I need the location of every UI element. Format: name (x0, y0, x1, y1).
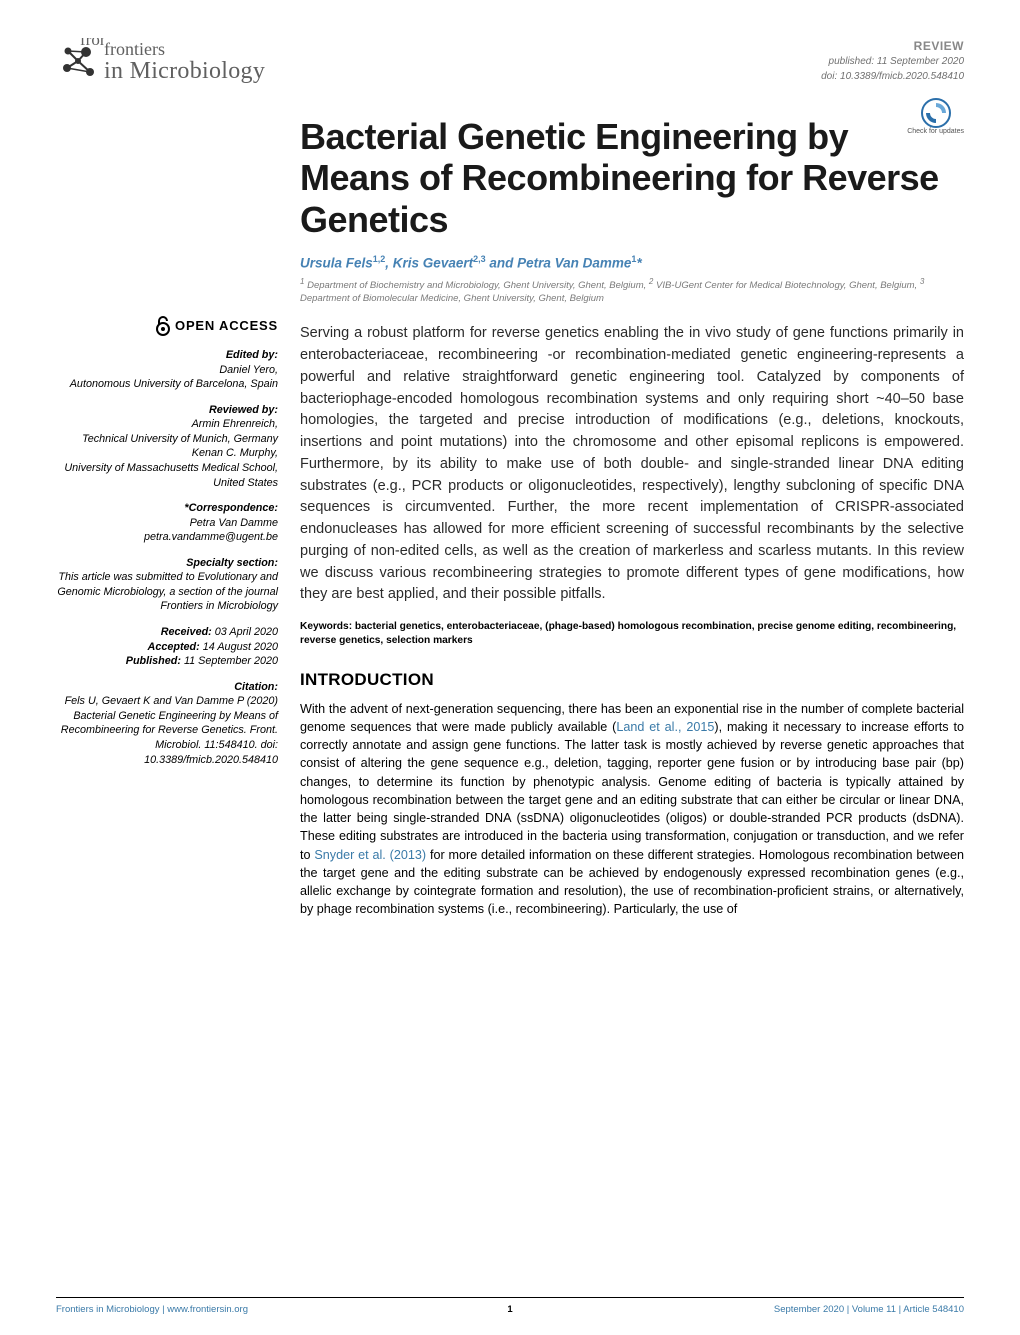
check-updates-label: Check for updates (907, 128, 964, 135)
journal-logo: frontiers frontiers in Microbiology (56, 38, 265, 86)
journal-name: in Microbiology (104, 58, 265, 85)
open-access-icon (156, 316, 170, 336)
citation-label: Citation: (56, 680, 278, 695)
reviewer1-aff: Technical University of Munich, Germany (56, 432, 278, 447)
reviewer2-aff: University of Massachusetts Medical Scho… (56, 461, 278, 490)
reviewer1-name: Armin Ehrenreich, (56, 417, 278, 432)
received-label: Received: (161, 626, 212, 638)
edited-by-name: Daniel Yero, (56, 363, 278, 378)
frontiers-logo-icon: frontiers (56, 38, 104, 86)
open-access-badge: OPEN ACCESS (56, 316, 278, 336)
open-access-label: OPEN ACCESS (175, 317, 278, 335)
footer-page-number: 1 (507, 1304, 512, 1315)
correspondence-block: *Correspondence: Petra Van Damme petra.v… (56, 501, 278, 545)
sidebar: OPEN ACCESS Edited by: Daniel Yero, Auto… (56, 116, 278, 919)
body-text: With the advent of next-generation seque… (300, 700, 964, 919)
publication-info: REVIEW published: 11 September 2020 doi:… (821, 38, 964, 84)
accepted-value: 14 August 2020 (203, 641, 278, 653)
specialty-block: Specialty section: This article was subm… (56, 556, 278, 614)
footer-right: September 2020 | Volume 11 | Article 548… (774, 1304, 964, 1315)
footer: Frontiers in Microbiology | www.frontier… (56, 1297, 964, 1315)
abstract: Serving a robust platform for reverse ge… (300, 323, 964, 606)
specialty-text: This article was submitted to Evolutiona… (56, 570, 278, 614)
reviewed-by-label: Reviewed by: (56, 403, 278, 418)
citation-text: Fels U, Gevaert K and Van Damme P (2020)… (56, 694, 278, 767)
received-value: 03 April 2020 (215, 626, 278, 638)
edited-by-aff: Autonomous University of Barcelona, Spai… (56, 377, 278, 392)
reviewer2-name: Kenan C. Murphy, (56, 446, 278, 461)
affiliations: 1 Department of Biochemistry and Microbi… (300, 277, 964, 306)
citation-block: Citation: Fels U, Gevaert K and Van Damm… (56, 680, 278, 767)
keywords: Keywords: bacterial genetics, enterobact… (300, 620, 964, 648)
correspondence-email: petra.vandamme@ugent.be (56, 530, 278, 545)
correspondence-name: Petra Van Damme (56, 516, 278, 531)
check-updates-icon (921, 98, 951, 128)
article-title: Bacterial Genetic Engineering by Means o… (300, 116, 964, 240)
dates-block: Received: 03 April 2020 Accepted: 14 Aug… (56, 625, 278, 669)
pub-date: published: 11 September 2020 (821, 55, 964, 70)
accepted-label: Accepted: (148, 641, 200, 653)
footer-left[interactable]: Frontiers in Microbiology | www.frontier… (56, 1304, 248, 1315)
published-value: 11 September 2020 (184, 655, 278, 667)
main-content: Bacterial Genetic Engineering by Means o… (300, 116, 964, 919)
pub-doi: doi: 10.3389/fmicb.2020.548410 (821, 70, 964, 85)
svg-text:frontiers: frontiers (80, 38, 104, 49)
check-updates-badge[interactable]: Check for updates (907, 98, 964, 135)
published-label: Published: (126, 655, 181, 667)
specialty-label: Specialty section: (56, 556, 278, 571)
edited-by-block: Edited by: Daniel Yero, Autonomous Unive… (56, 348, 278, 392)
edited-by-label: Edited by: (56, 348, 278, 363)
header: frontiers frontiers in Microbiology REVI… (56, 38, 964, 86)
authors: Ursula Fels1,2, Kris Gevaert2,3 and Petr… (300, 254, 964, 271)
logo-brand: frontiers (104, 39, 265, 60)
correspondence-label: *Correspondence: (56, 501, 278, 516)
reviewed-by-block: Reviewed by: Armin Ehrenreich, Technical… (56, 403, 278, 490)
section-heading: INTRODUCTION (300, 670, 964, 690)
pub-type: REVIEW (821, 38, 964, 55)
